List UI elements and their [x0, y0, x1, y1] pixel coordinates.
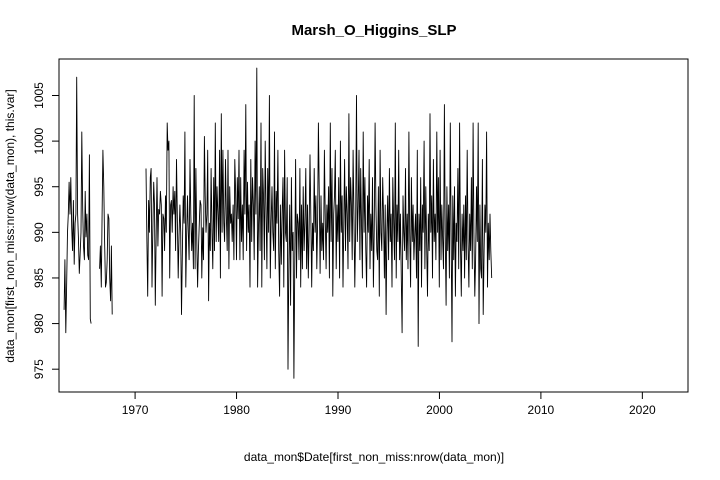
- x-tick-label: 2000: [426, 403, 453, 417]
- y-tick-label: 980: [32, 313, 46, 333]
- y-axis: 975 980 985 990 995 1000 1005: [32, 82, 59, 379]
- chart-title: Marsh_O_Higgins_SLP: [291, 22, 456, 39]
- y-tick-label: 990: [32, 222, 46, 242]
- y-tick-label: 985: [32, 268, 46, 288]
- x-axis-label: data_mon$Date[first_non_miss:nrow(data_m…: [244, 450, 504, 464]
- series-layer: [63, 67, 493, 379]
- y-tick-label: 995: [32, 176, 46, 196]
- x-tick-label: 1970: [122, 403, 149, 417]
- y-tick-label: 975: [32, 359, 46, 379]
- plot-frame: [58, 58, 689, 393]
- x-tick-label: 2010: [528, 403, 555, 417]
- series-line: [63, 67, 493, 379]
- y-tick-label: 1005: [32, 82, 46, 109]
- x-tick-label: 2020: [629, 403, 656, 417]
- y-tick-label: 1000: [32, 127, 46, 154]
- x-tick-label: 1990: [325, 403, 352, 417]
- x-tick-label: 1980: [223, 403, 250, 417]
- y-axis-label: data_mon[first_non_miss:nrow(data_mon), …: [3, 89, 17, 362]
- x-axis: 1970 1980 1990 2000 2010 2020: [122, 392, 656, 417]
